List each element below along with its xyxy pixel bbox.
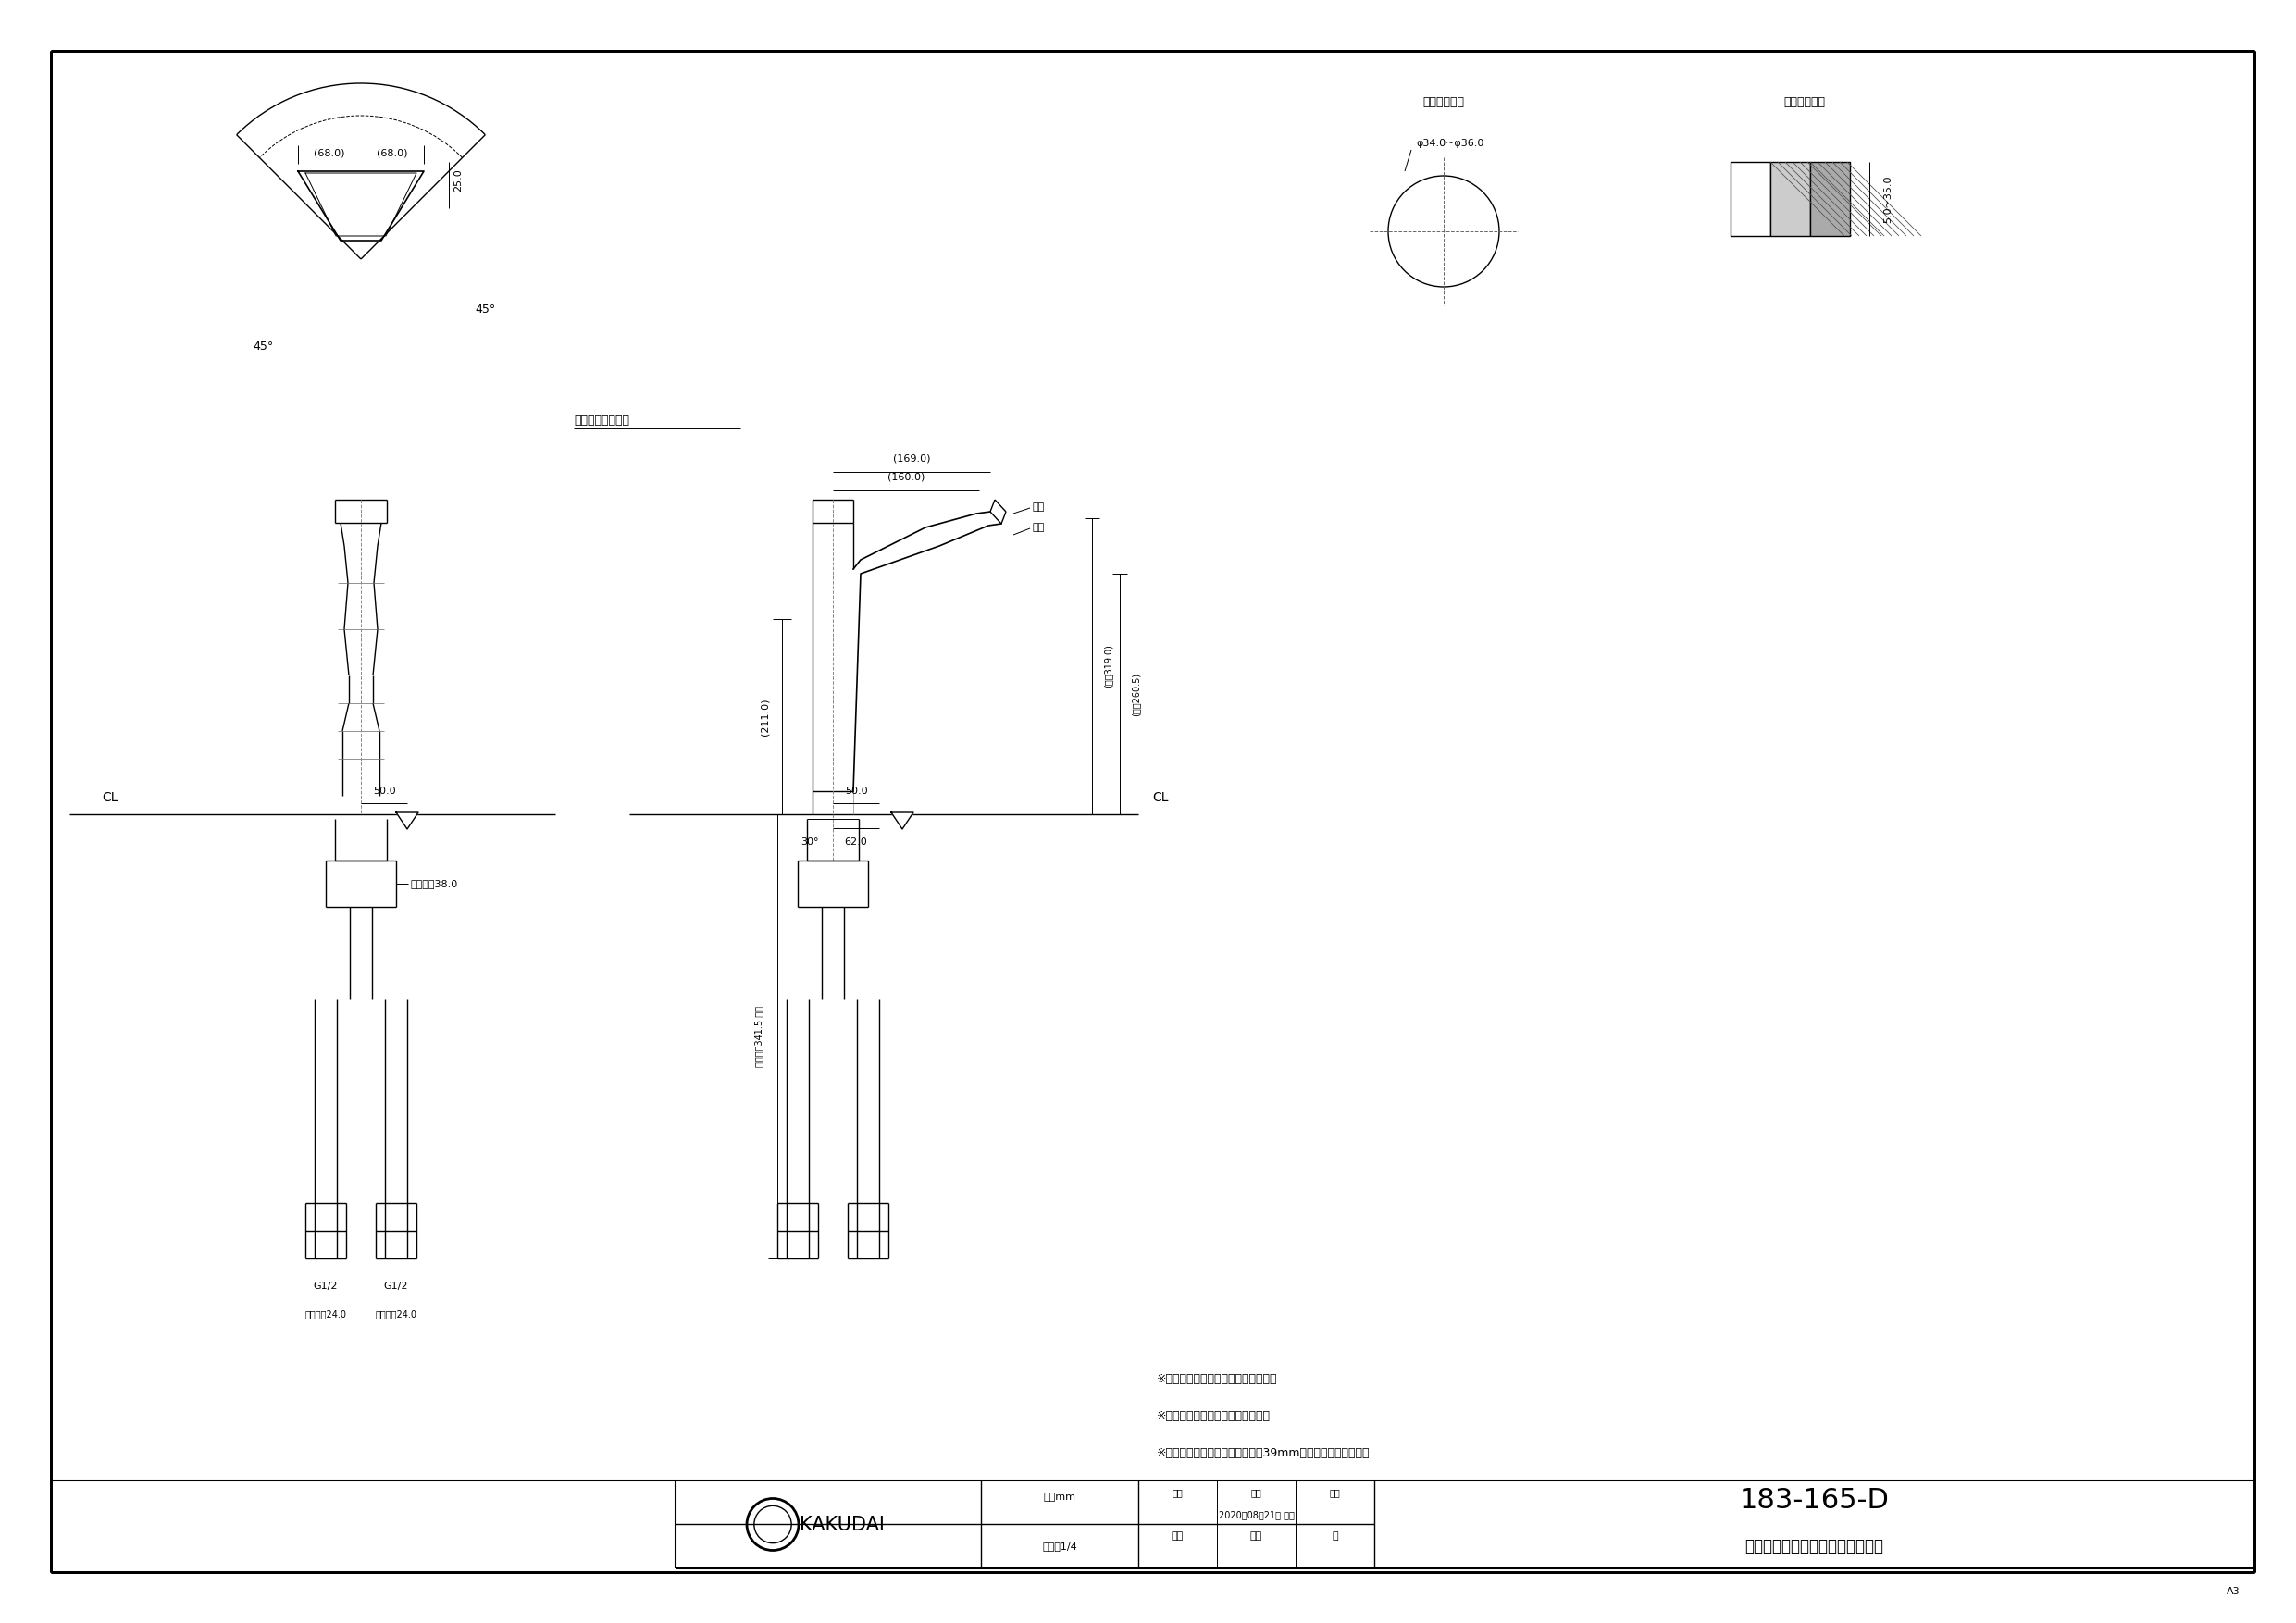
Text: 六角対辺24.0: 六角対辺24.0: [374, 1310, 418, 1318]
Text: 承認: 承認: [1329, 1488, 1341, 1496]
Bar: [1770, 162, 1809, 235]
Text: シングルレバー混合栓（トール）: シングルレバー混合栓（トール）: [1745, 1539, 1883, 1555]
Bar: [1809, 162, 1851, 235]
Text: CL: CL: [101, 790, 117, 803]
Text: 山田: 山田: [1249, 1532, 1263, 1540]
Text: 183-165-D: 183-165-D: [1740, 1487, 1890, 1514]
Text: ※１　（）内寸法は参考寸法である。: ※１ （）内寸法は参考寸法である。: [1157, 1373, 1277, 1384]
Text: ハンドル回転角度: ハンドル回転角度: [574, 415, 629, 427]
Text: (68.0): (68.0): [377, 148, 409, 157]
Text: (169.0): (169.0): [893, 454, 930, 464]
Text: ※３　ブレードホースは曲げ半径39mm以上を確保すること。: ※３ ブレードホースは曲げ半径39mm以上を確保すること。: [1157, 1446, 1371, 1459]
Text: φ34.0~φ36.0: φ34.0~φ36.0: [1417, 140, 1483, 148]
Text: 尺度　1/4: 尺度 1/4: [1042, 1542, 1077, 1552]
Text: ※２　止水栓を必ず設置すること。: ※２ 止水栓を必ず設置すること。: [1157, 1410, 1270, 1422]
Bar: [1731, 162, 1770, 235]
Polygon shape: [397, 813, 418, 829]
Text: A3: A3: [2227, 1587, 2241, 1595]
Text: 製図: 製図: [1173, 1488, 1182, 1496]
Text: 45°: 45°: [253, 341, 273, 354]
Text: 単位mm: 単位mm: [1042, 1493, 1077, 1503]
Text: (160.0): (160.0): [886, 472, 925, 482]
Text: 2020年08月21日 作成: 2020年08月21日 作成: [1219, 1509, 1295, 1519]
Text: 底面より341.5 参考: 底面より341.5 参考: [753, 1006, 765, 1066]
Text: (68.0): (68.0): [315, 148, 344, 157]
Text: 吐水: 吐水: [1031, 503, 1045, 511]
Text: G1/2: G1/2: [315, 1282, 338, 1290]
Text: 25.0: 25.0: [455, 169, 464, 192]
Text: 50.0: 50.0: [372, 787, 395, 795]
Polygon shape: [891, 813, 914, 829]
Text: 天板締付範囲: 天板締付範囲: [1784, 96, 1825, 107]
Text: 天板取付穴径: 天板取付穴径: [1424, 96, 1465, 107]
Text: 六角対辺38.0: 六角対辺38.0: [411, 880, 457, 888]
Text: CL: CL: [1153, 790, 1169, 803]
Text: 45°: 45°: [475, 304, 496, 316]
Text: 30°: 30°: [801, 837, 820, 847]
Text: (参考260.5): (参考260.5): [1132, 672, 1141, 716]
Text: 50.0: 50.0: [845, 787, 868, 795]
Text: 62.0: 62.0: [845, 837, 868, 847]
Text: 祝: 祝: [1332, 1532, 1339, 1540]
Polygon shape: [298, 170, 425, 240]
Text: 5.0~35.0: 5.0~35.0: [1883, 175, 1892, 222]
Text: 検図: 検図: [1251, 1488, 1263, 1496]
Text: G1/2: G1/2: [383, 1282, 409, 1290]
Text: 六角対辺24.0: 六角対辺24.0: [305, 1310, 347, 1318]
Text: 黒崎: 黒崎: [1171, 1532, 1185, 1540]
Text: (211.0): (211.0): [760, 698, 769, 735]
Text: KAKUDAI: KAKUDAI: [799, 1516, 884, 1534]
Text: 止水: 止水: [1031, 523, 1045, 532]
Text: (参考319.0): (参考319.0): [1102, 644, 1111, 688]
